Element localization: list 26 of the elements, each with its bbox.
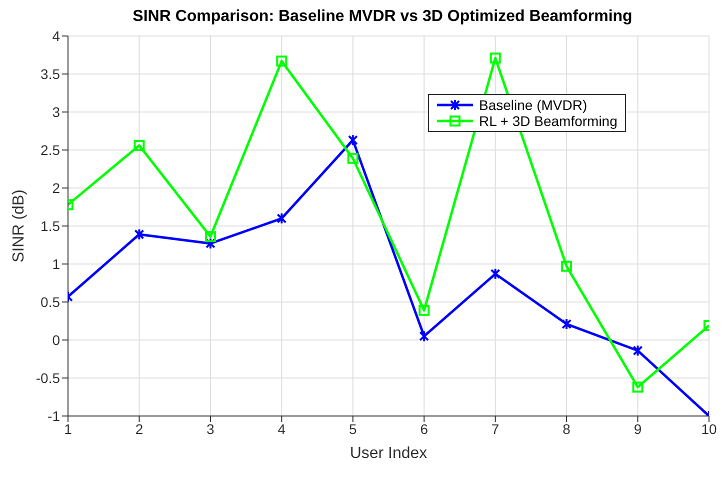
y-axis-title: SINR (dB) — [10, 190, 28, 262]
x-tick-label: 2 — [135, 420, 144, 437]
legend-label: RL + 3D Beamforming — [479, 113, 618, 129]
y-tick-label: -0.5 — [36, 370, 60, 386]
y-tick-label: 0.5 — [40, 294, 60, 310]
x-tick-label: 8 — [562, 420, 571, 437]
x-tick-label: 6 — [420, 420, 428, 437]
x-tick-label: 7 — [491, 420, 500, 437]
x-tick-label: 10 — [701, 420, 717, 437]
y-tick-label: 2.5 — [40, 142, 60, 158]
y-tick-label: 3.5 — [40, 66, 60, 82]
x-tick-label: 4 — [278, 420, 286, 437]
x-axis-title: User Index — [350, 445, 428, 462]
y-tick-label: 1 — [52, 256, 60, 272]
y-tick-label: -1 — [48, 408, 60, 424]
legend-label: Baseline (MVDR) — [479, 97, 588, 113]
x-tick-label: 3 — [206, 420, 215, 437]
x-tick-label: 9 — [634, 420, 642, 437]
y-tick-label: 1.5 — [40, 218, 60, 234]
x-tick-label: 5 — [348, 420, 357, 437]
y-tick-label: 0 — [52, 332, 60, 348]
x-tick-label: 1 — [64, 420, 72, 437]
y-tick-label: 3 — [52, 104, 60, 120]
y-tick-label: 4 — [52, 28, 60, 44]
chart-title: SINR Comparison: Baseline MVDR vs 3D Optimized Beamforming — [132, 8, 634, 26]
y-tick-label: 2 — [52, 180, 60, 196]
